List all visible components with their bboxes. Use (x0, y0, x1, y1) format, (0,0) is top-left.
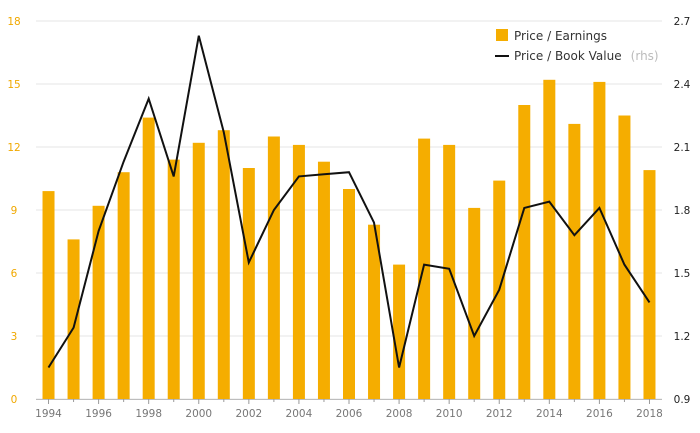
x-tick-label: 1996 (85, 408, 112, 420)
pe-bar (568, 123, 581, 400)
y-right-tick-label: 1.2 (674, 331, 691, 343)
pe-bar (518, 105, 531, 399)
y-right-tick-label: 1.8 (674, 205, 691, 217)
x-tick-label: 2002 (235, 408, 262, 420)
y-right-tick-label: 2.1 (674, 142, 691, 154)
pe-bar (418, 138, 431, 399)
y-left-tick-label: 15 (7, 79, 20, 91)
legend-rhs-note: (rhs) (631, 49, 659, 63)
pe-bar (42, 191, 55, 399)
pe-bar (317, 161, 330, 399)
pe-bars (42, 79, 656, 400)
pe-bar (618, 115, 631, 399)
pe-bar (267, 136, 280, 399)
legend-label-pb: Price / Book Value (514, 49, 622, 63)
x-tick-label: 2008 (386, 408, 413, 420)
y-left-tick-label: 9 (11, 205, 18, 217)
pe-bar (217, 130, 230, 399)
x-tick-label: 2018 (636, 408, 663, 420)
x-tick-label: 2012 (486, 408, 513, 420)
y-left-tick-label: 12 (7, 142, 20, 154)
pe-bar (242, 168, 255, 399)
pe-bar (593, 81, 606, 400)
pe-bar (543, 79, 556, 400)
x-tick-label: 1998 (135, 408, 162, 420)
y-right-tick-label: 2.4 (674, 79, 691, 91)
x-tick-label: 2014 (536, 408, 563, 420)
pe-bar (67, 239, 80, 399)
pe-bar (343, 189, 355, 399)
pb-line-layer (47, 35, 651, 369)
y-left-tick-label: 0 (11, 394, 18, 406)
y-left-tick-label: 6 (11, 268, 18, 280)
x-axis: 1994 1996 1998 2000 2002 2004 2006 2008 2010 2012… (35, 399, 663, 420)
x-tick-label: 2010 (436, 408, 463, 420)
legend-swatch-pe (496, 29, 508, 41)
y-right-tick-label: 1.5 (674, 268, 691, 280)
legend-label-pe: Price / Earnings (514, 29, 607, 43)
pe-bar (393, 264, 406, 399)
x-tick-label: 2000 (185, 408, 212, 420)
pe-bar (468, 207, 481, 399)
y-left-tick-label: 18 (7, 16, 20, 28)
pe-bar (443, 144, 456, 399)
y-right-tick-label: 2.7 (674, 16, 691, 28)
pe-bar (167, 159, 180, 399)
y-left-tick-label: 3 (11, 331, 18, 343)
pe-bar (368, 224, 381, 399)
x-tick-label: 2004 (286, 408, 313, 420)
x-tick-label: 2016 (586, 408, 613, 420)
pe-bar (292, 144, 305, 399)
legend-label-pb-group: Price / Book Value (rhs) (514, 45, 659, 64)
x-tick-label: 2006 (336, 408, 363, 420)
pe-bar (142, 117, 155, 399)
legend: Price / Earnings Price / Book Value (rhs… (495, 29, 659, 64)
pe-bar (192, 142, 205, 400)
right-axis: 0.9 1.2 1.5 1.8 2.1 2.4 2.7 (674, 16, 691, 406)
y-right-tick-label: 0.9 (674, 394, 691, 406)
x-tick-label: 1994 (35, 408, 62, 420)
left-axis: 0 3 6 9 12 15 18 (7, 16, 20, 406)
pe-bar (117, 172, 130, 399)
pe-bar (643, 170, 656, 399)
pe-bar (92, 205, 105, 399)
